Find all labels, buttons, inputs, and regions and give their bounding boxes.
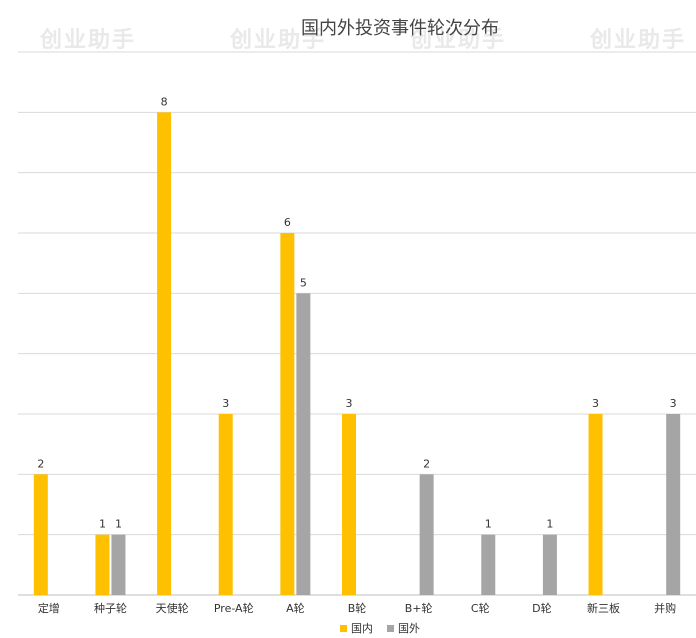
bar-domestic [218,414,233,595]
legend-swatch-foreign [387,624,394,632]
data-label: 1 [546,518,553,531]
legend-item-domestic: 国内 [340,620,373,636]
bar-foreign [542,534,557,595]
x-tick-label: 定增 [38,601,60,615]
bar-domestic [342,414,356,595]
bar-foreign [666,414,681,595]
bar-domestic [588,414,603,595]
data-label: 3 [592,397,599,410]
data-label: 8 [161,95,168,108]
x-tick-label: C轮 [471,601,490,615]
data-label: 1 [115,518,122,531]
x-tick-label: A轮 [286,601,305,615]
bar-domestic [95,534,110,595]
x-tick-label: B轮 [348,601,367,615]
legend-swatch-domestic [340,624,347,632]
bar-foreign [111,534,126,595]
x-tick-label: 种子轮 [94,601,127,615]
legend: 国内 国外 [340,620,420,636]
data-label: 1 [99,518,106,531]
x-tick-label: D轮 [532,601,551,615]
data-label: 2 [423,457,430,470]
x-tick-label: 天使轮 [156,601,189,615]
data-label: 2 [37,457,44,470]
data-label: 3 [346,397,353,410]
bar-foreign [481,534,496,595]
x-tick-label: Pre-A轮 [214,601,254,615]
x-tick-label: 并购 [654,601,676,615]
bar-foreign [419,474,434,595]
data-label: 3 [222,397,229,410]
bar-domestic [157,112,172,595]
bar-domestic [33,474,48,595]
bar-domestic [280,233,295,595]
data-label: 3 [670,397,677,410]
chart-title: 国内外投资事件轮次分布 [301,18,499,39]
x-tick-label: B+轮 [405,601,433,615]
legend-label-foreign: 国外 [398,622,420,635]
bar-foreign [296,293,311,595]
data-label: 6 [284,216,291,229]
legend-label-domestic: 国内 [351,622,373,635]
data-label: 1 [485,518,492,531]
legend-item-foreign: 国外 [387,620,420,636]
x-tick-label: 新三板 [587,601,620,615]
data-label: 5 [300,276,307,289]
